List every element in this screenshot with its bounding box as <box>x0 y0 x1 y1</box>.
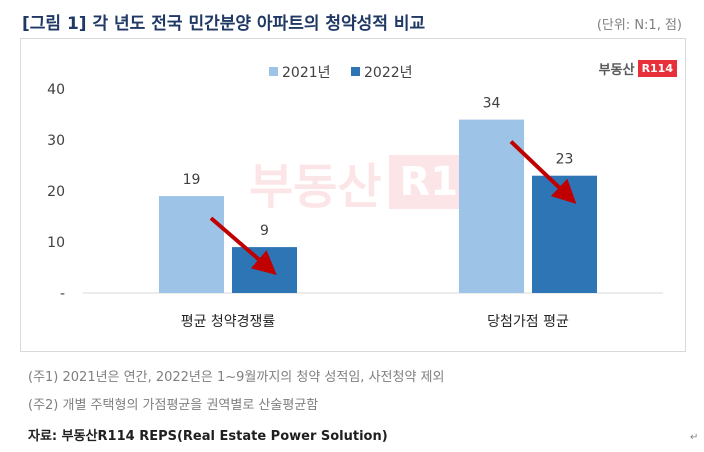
bar <box>232 247 297 293</box>
y-tick-label: - <box>60 286 65 302</box>
note-2: (주2) 개별 주택형의 가점평균을 권역별로 산술평균함 <box>28 398 319 413</box>
watermark-text: 부동산 <box>249 159 382 215</box>
data-label: 23 <box>556 152 574 168</box>
y-tick-label: 20 <box>47 184 65 200</box>
y-tick-label: 40 <box>47 82 65 98</box>
legend-swatch <box>351 67 360 76</box>
chart-area: 부동산 R114 부동산 R114 - 10 20 30 40 19 9 34 23 평균 청… <box>20 38 686 352</box>
y-tick-label: 10 <box>47 235 65 251</box>
data-label: 34 <box>483 96 501 112</box>
legend-label: 2022년 <box>364 65 413 81</box>
bar <box>459 119 524 293</box>
trend-arrow <box>509 140 577 204</box>
chart-title: [그림 1] 각 년도 전국 민간분양 아파트의 청약성적 비교 <box>22 14 426 34</box>
source-label: 자료: 부동산R114 REPS(Real Estate Power Solut… <box>28 429 388 444</box>
trend-arrow <box>209 216 277 275</box>
bar-chart: - 10 20 30 40 19 9 34 23 평균 청약경쟁률 당첨가점 평균 2021년 2… <box>47 65 663 330</box>
unit-label: (단위: N:1, 점) <box>596 18 682 33</box>
category-label: 당첨가점 평균 <box>487 314 569 330</box>
category-label: 평균 청약경쟁률 <box>181 314 276 330</box>
bar <box>159 196 224 293</box>
data-label: 9 <box>260 223 269 239</box>
paragraph-mark: ↵ <box>690 432 699 443</box>
r114-logo: 부동산 R114 <box>599 59 677 78</box>
logo-box: R114 <box>637 60 677 77</box>
y-tick-label: 30 <box>47 133 65 149</box>
note-1: (주1) 2021년은 연간, 2022년은 1~9월까지의 청약 성적임, 사… <box>28 370 445 385</box>
legend-swatch <box>269 67 278 76</box>
legend-label: 2021년 <box>282 65 331 81</box>
data-label: 19 <box>183 172 201 188</box>
logo-text: 부동산 <box>598 63 635 78</box>
